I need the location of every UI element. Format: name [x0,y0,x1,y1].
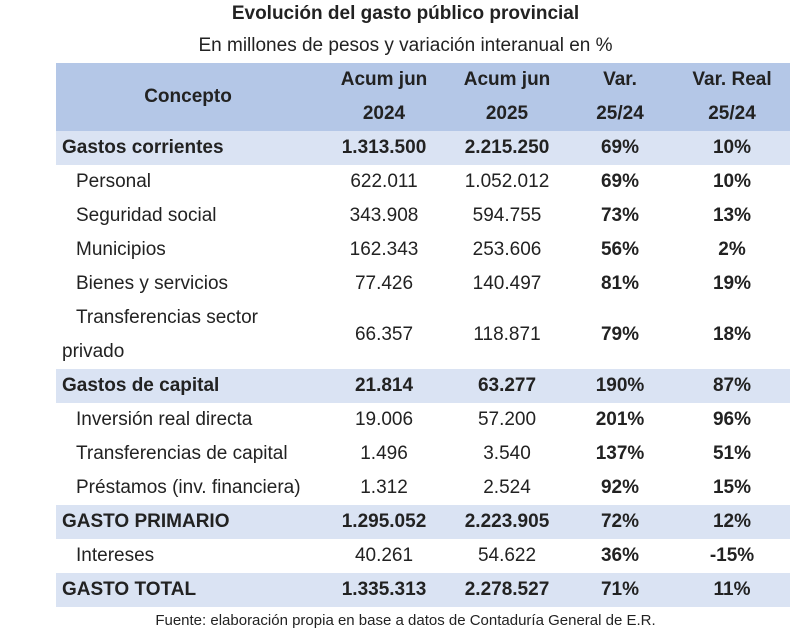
value-2025: 2.524 [483,477,531,498]
var-pct: 137% [595,443,645,464]
spending-table: Concepto Acum jun Acum jun Var. Var. Rea… [56,63,790,607]
header-var-line1: Var. [566,63,674,97]
var-pct: 69% [600,171,640,192]
var-pct: 73% [600,205,640,226]
value-2024: 1.496 [360,443,408,464]
table-subtitle: En millones de pesos y variación interan… [198,35,613,56]
table-title: Evolución del gasto público provincial [231,3,580,24]
var-pct: 69% [566,131,674,165]
row-label-line2: privado [62,341,125,362]
value-2024: 19.006 [354,409,414,430]
value-2024: 1.313.500 [320,131,448,165]
var-pct: 72% [566,505,674,539]
table-row: Gastos corrientes 1.313.500 2.215.250 69… [56,131,790,165]
row-label: GASTO PRIMARIO [56,505,320,539]
var-pct: 92% [600,477,640,498]
value-2024: 40.261 [354,545,414,566]
var-pct: 190% [566,369,674,403]
table-row: Seguridad social 343.908 594.755 73% 13% [56,199,790,233]
table-row: Transferencias de capital 1.496 3.540 13… [56,437,790,471]
value-2025: 253.606 [472,239,542,260]
row-label: Gastos de capital [56,369,320,403]
row-label: Préstamos (inv. financiera) [76,477,301,498]
var-real-pct: 51% [712,443,752,464]
var-real-pct: 15% [712,477,752,498]
var-real-pct: 18% [712,324,752,345]
table-row: Transferencias sector privado 66.357 118… [56,301,790,369]
value-2025: 63.277 [448,369,566,403]
table-row: Inversión real directa 19.006 57.200 201… [56,403,790,437]
row-label: Gastos corrientes [56,131,320,165]
row-label: Transferencias de capital [76,443,288,464]
row-label: Bienes y servicios [76,273,229,294]
value-2024: 66.357 [354,324,414,345]
row-label: Inversión real directa [76,409,253,430]
value-2024: 1.335.313 [320,573,448,607]
var-real-pct: 10% [674,131,790,165]
value-2025: 57.200 [477,409,537,430]
table-row: Municipios 162.343 253.606 56% 2% [56,233,790,267]
row-label: Intereses [76,545,155,566]
value-2025: 2.278.527 [448,573,566,607]
header-acum-2024-line1: Acum jun [320,63,448,97]
var-pct: 79% [600,324,640,345]
row-label: Municipios [76,239,166,260]
header-var-real-line1: Var. Real [674,63,790,97]
var-real-pct: 2% [718,239,746,260]
header-acum-2025-line1: Acum jun [448,63,566,97]
value-2025: 2.215.250 [448,131,566,165]
var-real-pct: 11% [674,573,790,607]
value-2024: 1.312 [360,477,408,498]
table-row: Gastos de capital 21.814 63.277 190% 87% [56,369,790,403]
row-label: Transferencias sector privado [56,301,320,369]
var-pct: 71% [566,573,674,607]
value-2025: 594.755 [472,205,542,226]
value-2024: 1.295.052 [320,505,448,539]
var-pct: 201% [595,409,645,430]
table-row: GASTO TOTAL 1.335.313 2.278.527 71% 11% [56,573,790,607]
header-acum-2025-line2: 2025 [448,97,566,131]
table-row: Bienes y servicios 77.426 140.497 81% 19… [56,267,790,301]
var-pct: 56% [600,239,640,260]
row-label: GASTO TOTAL [56,573,320,607]
row-label: Seguridad social [76,205,217,226]
var-real-pct: 12% [674,505,790,539]
value-2025: 3.540 [483,443,531,464]
header-acum-2024-line2: 2024 [320,97,448,131]
value-2025: 118.871 [473,324,541,345]
table-row: GASTO PRIMARIO 1.295.052 2.223.905 72% 1… [56,505,790,539]
value-2025: 54.622 [477,545,537,566]
var-pct: 36% [600,545,640,566]
var-real-pct: 10% [712,171,752,192]
var-real-pct: 87% [674,369,790,403]
var-real-pct: 96% [712,409,752,430]
value-2025: 1.052.012 [464,171,550,192]
header-var-real-line2: 25/24 [674,97,790,131]
var-real-pct: -15% [709,545,755,566]
value-2024: 343.908 [349,205,419,226]
value-2025: 140.497 [472,273,542,294]
row-label: Personal [76,171,151,192]
value-2025: 2.223.905 [448,505,566,539]
header-var-line2: 25/24 [566,97,674,131]
value-2024: 77.426 [354,273,414,294]
value-2024: 622.011 [350,171,418,192]
var-real-pct: 19% [712,273,752,294]
source-note: Fuente: elaboración propia en base a dat… [155,612,656,629]
table-row: Intereses 40.261 54.622 36% -15% [56,539,790,573]
var-real-pct: 13% [712,205,752,226]
table-row: Personal 622.011 1.052.012 69% 10% [56,165,790,199]
var-pct: 81% [600,273,640,294]
header-concept: Concepto [56,63,320,131]
table-row: Préstamos (inv. financiera) 1.312 2.524 … [56,471,790,505]
value-2024: 21.814 [320,369,448,403]
value-2024: 162.343 [349,239,419,260]
row-label-line1: Transferencias sector [76,307,258,328]
